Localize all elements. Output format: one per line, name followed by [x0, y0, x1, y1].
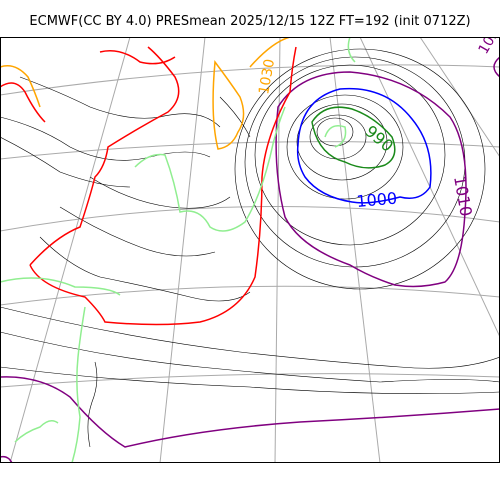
- isobar-1040: [134, 106, 286, 232]
- map-title: ECMWF(CC BY 4.0) PRESmean 2025/12/15 12Z…: [29, 14, 471, 29]
- label-1010: 1010: [450, 174, 476, 217]
- isobar-1000: [296, 87, 432, 204]
- label-1020: 1020: [476, 37, 500, 57]
- label-1030: 1030: [256, 58, 278, 96]
- map-frame: [0, 37, 500, 463]
- graticule: [0, 37, 500, 463]
- minor-isobars: [0, 48, 500, 448]
- major-isobars: [0, 37, 500, 463]
- isobar-990: [311, 106, 396, 169]
- isobar-1020: [29, 46, 180, 266]
- pressure-map: 990 1000 1010 1020 1030: [0, 37, 500, 463]
- isobar-1030: [212, 59, 245, 150]
- label-990: 990: [361, 122, 397, 156]
- label-1000: 1000: [356, 189, 398, 211]
- isobar-1010: [275, 71, 467, 288]
